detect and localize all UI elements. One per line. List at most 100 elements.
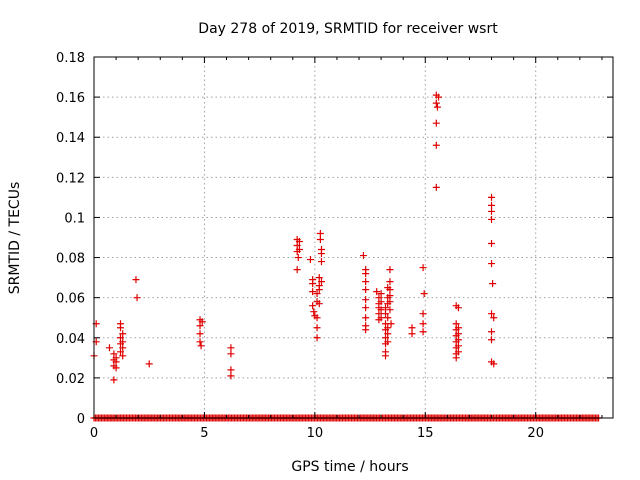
data-point xyxy=(362,296,370,304)
data-point xyxy=(117,348,125,356)
data-point xyxy=(133,294,141,302)
data-point xyxy=(454,324,462,332)
data-point xyxy=(362,314,370,322)
data-point xyxy=(386,266,394,274)
data-point xyxy=(110,376,118,384)
data-point xyxy=(377,290,385,298)
x-tick-label: 0 xyxy=(90,426,98,441)
data-point xyxy=(310,308,318,316)
data-point xyxy=(119,338,127,346)
data-point xyxy=(117,334,125,342)
data-point xyxy=(454,348,462,356)
data-point xyxy=(362,286,370,294)
data-point xyxy=(309,288,317,296)
x-tick-label: 5 xyxy=(200,426,208,441)
data-point xyxy=(316,236,324,244)
data-point xyxy=(227,344,235,352)
data-point xyxy=(309,280,317,288)
data-point xyxy=(386,278,394,286)
data-point xyxy=(432,183,440,191)
data-point xyxy=(196,322,204,330)
data-point xyxy=(488,215,496,223)
data-point xyxy=(313,324,321,332)
data-point xyxy=(359,252,367,260)
y-axis-label: SRMTID / TECUs xyxy=(7,182,23,295)
data-point xyxy=(432,99,440,107)
data-point xyxy=(196,338,204,346)
data-point xyxy=(384,338,392,346)
data-point xyxy=(317,278,325,286)
data-point xyxy=(227,350,235,358)
data-point xyxy=(294,254,302,262)
data-point xyxy=(454,336,462,344)
data-point xyxy=(362,270,370,278)
data-point xyxy=(362,278,370,286)
y-tick-label: 0.16 xyxy=(56,91,85,106)
data-point xyxy=(317,250,325,258)
grid-lines xyxy=(94,57,613,418)
y-tick-label: 0.06 xyxy=(56,292,85,307)
data-point xyxy=(489,280,497,288)
data-point xyxy=(293,242,301,250)
data-point xyxy=(382,352,390,360)
data-point xyxy=(384,330,392,338)
data-point xyxy=(293,266,301,274)
y-tick-label: 0.1 xyxy=(64,211,85,226)
data-point xyxy=(490,314,498,322)
data-point xyxy=(377,298,385,306)
data-point xyxy=(386,286,394,294)
data-point xyxy=(112,364,120,372)
data-point xyxy=(119,344,127,352)
data-point xyxy=(306,256,314,264)
data-point xyxy=(419,328,427,336)
data-point xyxy=(119,330,127,338)
data-point xyxy=(488,193,496,201)
data-point xyxy=(488,310,496,318)
data-point xyxy=(419,310,427,318)
data-point xyxy=(420,290,428,298)
data-point xyxy=(375,310,383,318)
data-point xyxy=(309,302,317,310)
data-point xyxy=(382,304,390,312)
data-point xyxy=(197,342,205,350)
data-point xyxy=(490,360,498,368)
data-point xyxy=(433,103,441,111)
data-point xyxy=(386,298,394,306)
data-point xyxy=(227,372,235,380)
data-point xyxy=(315,286,323,294)
data-point xyxy=(317,258,325,266)
data-point xyxy=(295,238,303,246)
x-tick-label: 10 xyxy=(307,426,324,441)
axis-ticks xyxy=(93,56,613,419)
data-point xyxy=(145,360,153,368)
data-point xyxy=(313,290,321,298)
data-point xyxy=(435,93,443,101)
data-point xyxy=(373,288,381,296)
y-tick-label: 0.18 xyxy=(56,51,85,66)
y-tick-label: 0.08 xyxy=(56,252,85,267)
data-point xyxy=(387,320,395,328)
x-axis-label: GPS time / hours xyxy=(291,459,408,475)
data-point xyxy=(384,324,392,332)
data-point xyxy=(295,246,303,254)
data-point xyxy=(488,201,496,209)
data-point xyxy=(198,318,206,326)
data-point xyxy=(452,354,460,362)
data-point xyxy=(313,314,321,322)
data-point xyxy=(227,366,235,374)
data-point xyxy=(384,314,392,322)
data-point xyxy=(454,330,462,338)
data-point xyxy=(408,324,416,332)
data-point xyxy=(362,326,370,334)
data-point xyxy=(432,119,440,127)
data-point xyxy=(488,240,496,248)
data-point xyxy=(386,306,394,314)
data-point xyxy=(454,304,462,312)
plot-frame xyxy=(93,56,614,419)
y-tick-label: 0.12 xyxy=(56,171,85,186)
data-point xyxy=(313,334,321,342)
x-tick-labels: 0 5 10 15 20 xyxy=(90,426,544,441)
data-point xyxy=(119,352,127,360)
data-point xyxy=(105,344,113,352)
